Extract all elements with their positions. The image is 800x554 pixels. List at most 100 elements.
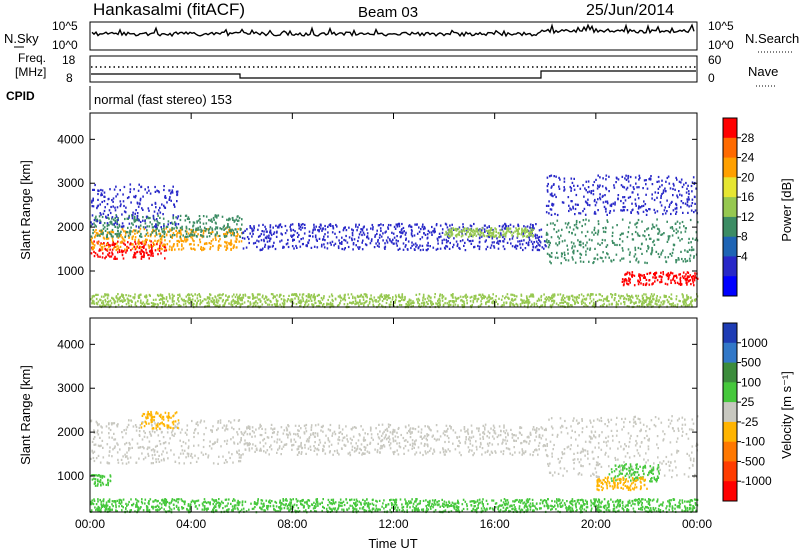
data-cell: [674, 222, 677, 225]
data-cell: [586, 305, 589, 308]
data-cell: [634, 198, 637, 201]
data-cell: [190, 231, 192, 234]
data-cell: [626, 209, 629, 212]
data-cell: [488, 294, 490, 297]
data-cell: [675, 207, 678, 210]
data-cell: [637, 207, 640, 210]
data-cell: [629, 251, 631, 254]
data-cell: [95, 218, 98, 221]
data-cell: [626, 279, 628, 282]
data-cell: [129, 242, 132, 245]
data-cell: [666, 210, 668, 213]
data-cell: [225, 424, 228, 427]
data-cell: [208, 297, 211, 300]
data-cell: [512, 434, 514, 437]
data-cell: [90, 235, 93, 238]
data-cell: [444, 434, 446, 437]
data-cell: [386, 429, 389, 433]
data-cell: [251, 230, 254, 233]
data-cell: [191, 230, 194, 233]
data-cell: [235, 304, 237, 308]
data-cell: [363, 445, 366, 449]
data-cell: [651, 223, 654, 226]
data-cell: [574, 213, 576, 216]
data-cell: [550, 186, 553, 189]
data-cell: [159, 302, 162, 305]
data-cell: [378, 236, 381, 239]
data-cell: [405, 237, 407, 240]
data-cell: [419, 238, 422, 241]
data-cell: [522, 248, 524, 252]
data-cell: [233, 293, 235, 296]
data-cell: [139, 424, 142, 427]
data-cell: [532, 295, 535, 298]
data-cell: [645, 282, 648, 285]
data-cell: [444, 430, 447, 433]
data-cell: [679, 193, 681, 196]
data-cell: [171, 434, 174, 437]
data-cell: [130, 419, 132, 422]
data-cell: [484, 240, 487, 243]
data-cell: [171, 293, 174, 296]
data-cell: [97, 192, 99, 196]
data-cell: [112, 200, 114, 203]
data-cell: [451, 234, 453, 237]
data-cell: [127, 461, 130, 464]
data-cell: [259, 293, 261, 296]
data-cell: [666, 220, 668, 223]
data-cell: [154, 249, 157, 252]
data-cell: [268, 234, 270, 237]
data-cell: [178, 232, 181, 235]
data-cell: [344, 299, 347, 302]
data-cell: [313, 226, 315, 229]
data-cell: [296, 448, 299, 451]
data-cell: [520, 294, 523, 297]
data-cell: [571, 256, 574, 259]
data-cell: [333, 244, 335, 247]
data-cell: [106, 249, 109, 252]
data-cell: [588, 238, 591, 241]
data-cell: [107, 216, 109, 219]
data-cell: [157, 294, 160, 298]
data-cell: [675, 210, 678, 213]
data-cell: [202, 445, 205, 449]
data-cell: [411, 235, 414, 238]
data-cell: [458, 435, 461, 438]
data-cell: [237, 433, 239, 436]
data-cell: [612, 241, 614, 244]
data-cell: [100, 188, 102, 192]
data-cell: [303, 424, 306, 427]
data-cell: [639, 247, 642, 250]
data-cell: [99, 255, 101, 258]
data-cell: [367, 304, 369, 307]
data-cell: [571, 200, 573, 203]
data-cell: [207, 297, 209, 300]
data-cell: [351, 231, 354, 235]
data-cell: [106, 224, 109, 227]
data-cell: [92, 294, 95, 297]
data-cell: [156, 243, 158, 246]
data-cell: [99, 219, 101, 222]
data-cell: [186, 428, 188, 432]
data-cell: [568, 204, 570, 207]
data-cell: [435, 223, 438, 226]
data-cell: [210, 429, 212, 432]
data-cell: [509, 227, 512, 230]
data-cell: [191, 233, 193, 236]
data-cell: [192, 239, 194, 242]
data-cell: [140, 235, 143, 238]
data-cell: [613, 186, 616, 189]
data-cell: [689, 218, 692, 222]
data-cell: [181, 299, 184, 302]
data-cell: [530, 305, 532, 308]
data-cell: [263, 450, 265, 453]
data-cell: [694, 238, 697, 241]
data-cell: [197, 233, 199, 236]
data-cell: [486, 226, 488, 229]
data-cell: [337, 442, 340, 445]
data-cell: [492, 424, 495, 427]
data-cell: [118, 233, 120, 236]
data-cell: [351, 239, 353, 242]
data-cell: [339, 301, 341, 304]
data-cell: [146, 191, 148, 194]
